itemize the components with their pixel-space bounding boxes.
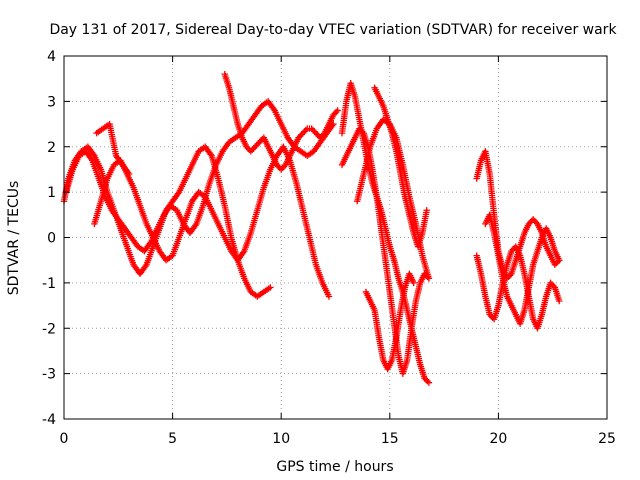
data-point (425, 275, 433, 282)
y-tick-label: 3 (47, 94, 56, 110)
series-track-i (371, 84, 430, 250)
series-track-m (482, 211, 563, 327)
series-track-e (221, 70, 341, 173)
y-tick-label: -2 (42, 321, 56, 337)
x-tick-labels: 0 5 10 15 20 25 (60, 431, 616, 447)
x-tick-label: 15 (381, 431, 399, 447)
x-tick-label: 10 (272, 431, 290, 447)
grid-lines (64, 56, 607, 419)
x-tick-label: 0 (60, 431, 69, 447)
data-point (556, 297, 563, 305)
series-track-b (62, 98, 337, 255)
data-point (423, 207, 430, 214)
y-tick-label: -3 (42, 367, 56, 383)
data-point (425, 379, 433, 386)
data-point (410, 279, 417, 287)
data-point (325, 293, 333, 300)
y-tick-label: 4 (47, 49, 56, 65)
data-point (334, 107, 341, 114)
series-track-d (93, 120, 133, 178)
y-tick-label: 2 (47, 140, 56, 156)
data-point (556, 256, 563, 264)
y-tick-label: 0 (47, 231, 56, 247)
data-point (267, 284, 274, 291)
y-tick-labels: -4 -3 -2 -1 0 1 2 3 4 (42, 49, 56, 428)
axis-ticks (63, 55, 608, 420)
x-axis-label: GPS time / hours (276, 459, 393, 475)
y-tick-label: 1 (47, 185, 56, 201)
y-tick-label: -1 (42, 276, 56, 292)
x-tick-label: 20 (489, 431, 507, 447)
x-tick-label: 5 (168, 431, 177, 447)
y-axis-label: SDTVAR / TECUs (6, 181, 22, 296)
series-track-j (362, 270, 417, 373)
x-tick-label: 25 (598, 431, 616, 447)
series-track-h (354, 116, 433, 282)
chart-title: Day 131 of 2017, Sidereal Day-to-day VTE… (49, 22, 617, 38)
y-tick-label: -4 (42, 412, 56, 428)
data-points (60, 70, 563, 386)
data-point (125, 170, 133, 178)
